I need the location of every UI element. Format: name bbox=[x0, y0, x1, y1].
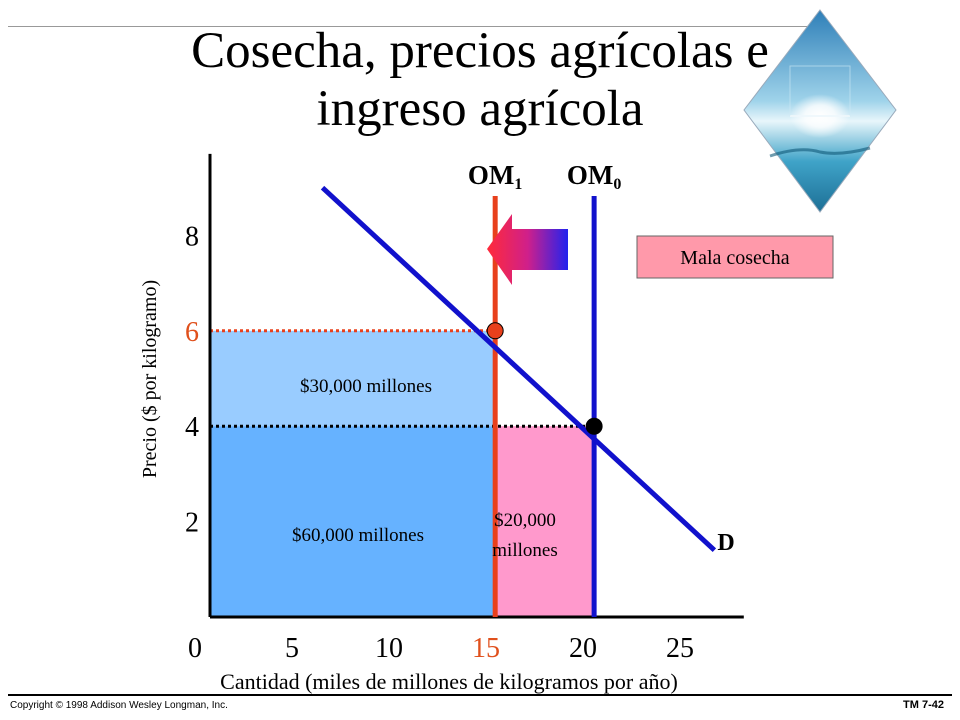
area-label-2a: $20,000 bbox=[494, 510, 556, 531]
callout-rect bbox=[636, 235, 834, 279]
equilibrium-point-1 bbox=[585, 417, 603, 435]
copyright-text: Copyright © 1998 Addison Wesley Longman,… bbox=[10, 700, 228, 711]
supply-label-0: OM1 bbox=[468, 160, 523, 193]
revenue-area-1 bbox=[210, 426, 496, 617]
slide-number: TM 7-42 bbox=[903, 699, 944, 711]
header-rule bbox=[8, 26, 826, 27]
area-label-2b: millones bbox=[492, 540, 557, 561]
y-axis-title: Precio ($ por kilogramo) bbox=[139, 280, 161, 478]
area-label-1: $60,000 millones bbox=[292, 525, 424, 546]
callout-box: Mala cosecha bbox=[636, 235, 834, 279]
callout-text: Mala cosecha bbox=[680, 247, 790, 269]
shift-arrow-icon bbox=[487, 214, 568, 285]
x-axis-title: Cantidad (miles de millones de kilogramo… bbox=[220, 669, 678, 694]
y-tick-label-0: 2 bbox=[185, 508, 199, 539]
footer-rule bbox=[8, 694, 952, 696]
x-tick-label-2: 10 bbox=[375, 633, 403, 664]
supply-label-1: OM0 bbox=[567, 160, 622, 193]
demand-label: D bbox=[717, 530, 734, 556]
revenue-area-2 bbox=[495, 426, 595, 617]
equilibrium-point-0 bbox=[486, 322, 504, 340]
y-tick-label-3: 8 bbox=[185, 221, 199, 252]
page-title-line-2: ingreso agrícola bbox=[316, 81, 644, 137]
demand-curve bbox=[320, 185, 717, 553]
x-tick-label-0: 0 bbox=[188, 633, 202, 664]
y-tick-label-2: 6 bbox=[185, 317, 199, 348]
x-tick-label-3: 15 bbox=[472, 633, 500, 664]
x-tick-label-4: 20 bbox=[569, 633, 597, 664]
area-label-0: $30,000 millones bbox=[300, 376, 432, 397]
y-tick-label-1: 4 bbox=[185, 412, 199, 443]
revenue-area-0 bbox=[210, 330, 496, 427]
x-tick-label-1: 5 bbox=[285, 633, 299, 664]
page-title-line-1: Cosecha, precios agrícolas e bbox=[191, 23, 769, 79]
x-tick-label-5: 25 bbox=[666, 633, 694, 664]
tropical-photo-icon bbox=[743, 9, 897, 213]
